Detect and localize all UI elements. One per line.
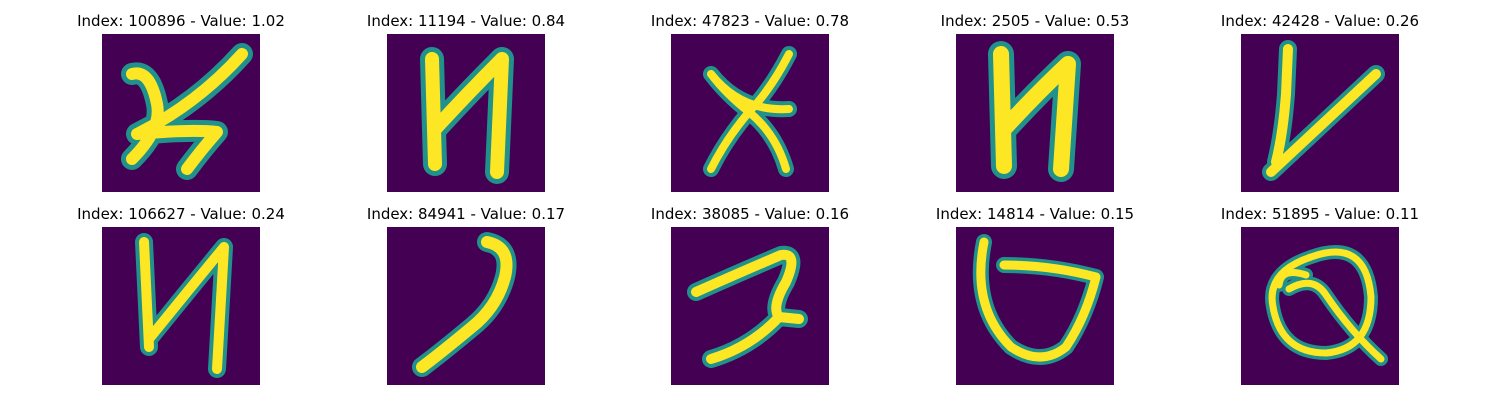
panel-title: Index: 100896 - Value: 1.02 [77,12,285,30]
panel-title: Index: 47823 - Value: 0.78 [650,12,850,30]
panel-title: Index: 2505 - Value: 0.53 [940,12,1130,30]
panel-title: Index: 51895 - Value: 0.11 [1220,205,1420,223]
handwritten-glyph-image [387,34,545,192]
handwritten-glyph-image [1241,34,1399,192]
panel-title: Index: 11194 - Value: 0.84 [366,12,566,30]
panel-title: Index: 38085 - Value: 0.16 [650,205,850,223]
handwritten-glyph-image [671,34,829,192]
handwritten-glyph-image [956,34,1114,192]
panel-title: Index: 14814 - Value: 0.15 [935,205,1135,223]
panel-title: Index: 106627 - Value: 0.24 [77,205,285,223]
handwritten-glyph-image [387,227,545,385]
handwritten-glyph-image [102,227,260,385]
handwritten-glyph-image [102,34,260,192]
handwritten-glyph-image [671,227,829,385]
panel-title: Index: 42428 - Value: 0.26 [1220,12,1420,30]
panel-title: Index: 84941 - Value: 0.17 [366,205,566,223]
handwritten-glyph-image [956,227,1114,385]
handwritten-glyph-image [1241,227,1399,385]
